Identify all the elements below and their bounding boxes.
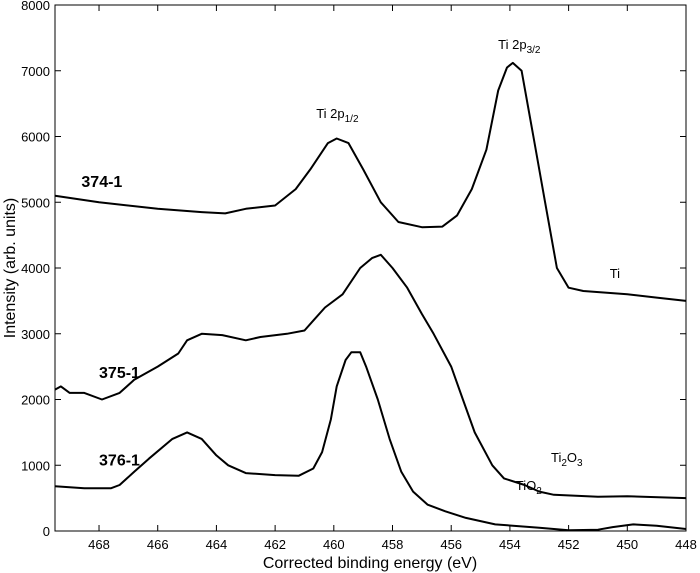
y-tick-label: 3000 xyxy=(21,327,50,342)
y-tick-label: 7000 xyxy=(21,64,50,79)
y-tick-label: 1000 xyxy=(21,458,50,473)
x-tick-label: 460 xyxy=(323,537,345,552)
y-tick-label: 2000 xyxy=(21,393,50,408)
y-tick-label: 5000 xyxy=(21,195,50,210)
y-tick-label: 0 xyxy=(43,524,50,539)
annotation-label: Ti2O3 xyxy=(551,450,583,469)
series-line-376-1 xyxy=(54,351,687,532)
x-tick-label: 468 xyxy=(88,537,110,552)
x-tick-label: 448 xyxy=(675,537,697,552)
annotation-label: 374-1 xyxy=(81,174,122,191)
x-tick-label: 454 xyxy=(499,537,521,552)
annotation-label: 375-1 xyxy=(99,365,140,382)
annotation-label: TiO2 xyxy=(516,478,542,497)
x-tick-label: 452 xyxy=(558,537,580,552)
y-tick-label: 6000 xyxy=(21,130,50,145)
x-tick-label: 464 xyxy=(206,537,228,552)
annotation-label: Ti 2p1/2 xyxy=(316,106,359,125)
y-axis-label: Intensity (arb. units) xyxy=(2,198,19,339)
series-line-374-1 xyxy=(54,61,687,302)
annotation-label: Ti xyxy=(610,266,620,281)
x-axis-label: Corrected binding energy (eV) xyxy=(263,555,477,572)
x-tick-label: 458 xyxy=(382,537,404,552)
x-tick-label: 450 xyxy=(616,537,638,552)
annotation-label: 376-1 xyxy=(99,452,140,469)
y-tick-label: 4000 xyxy=(21,261,50,276)
x-tick-label: 462 xyxy=(264,537,286,552)
axes-frame xyxy=(54,4,687,532)
x-tick-label: 456 xyxy=(440,537,462,552)
annotation-label: Ti 2p3/2 xyxy=(498,37,541,56)
series-line-375-1 xyxy=(54,253,687,500)
y-tick-label: 8000 xyxy=(21,0,50,13)
plot-area: 468 466 464 462 460 458 456 454 452 450 448 0 1000 20… xyxy=(21,0,697,552)
x-tick-label: 466 xyxy=(147,537,169,552)
